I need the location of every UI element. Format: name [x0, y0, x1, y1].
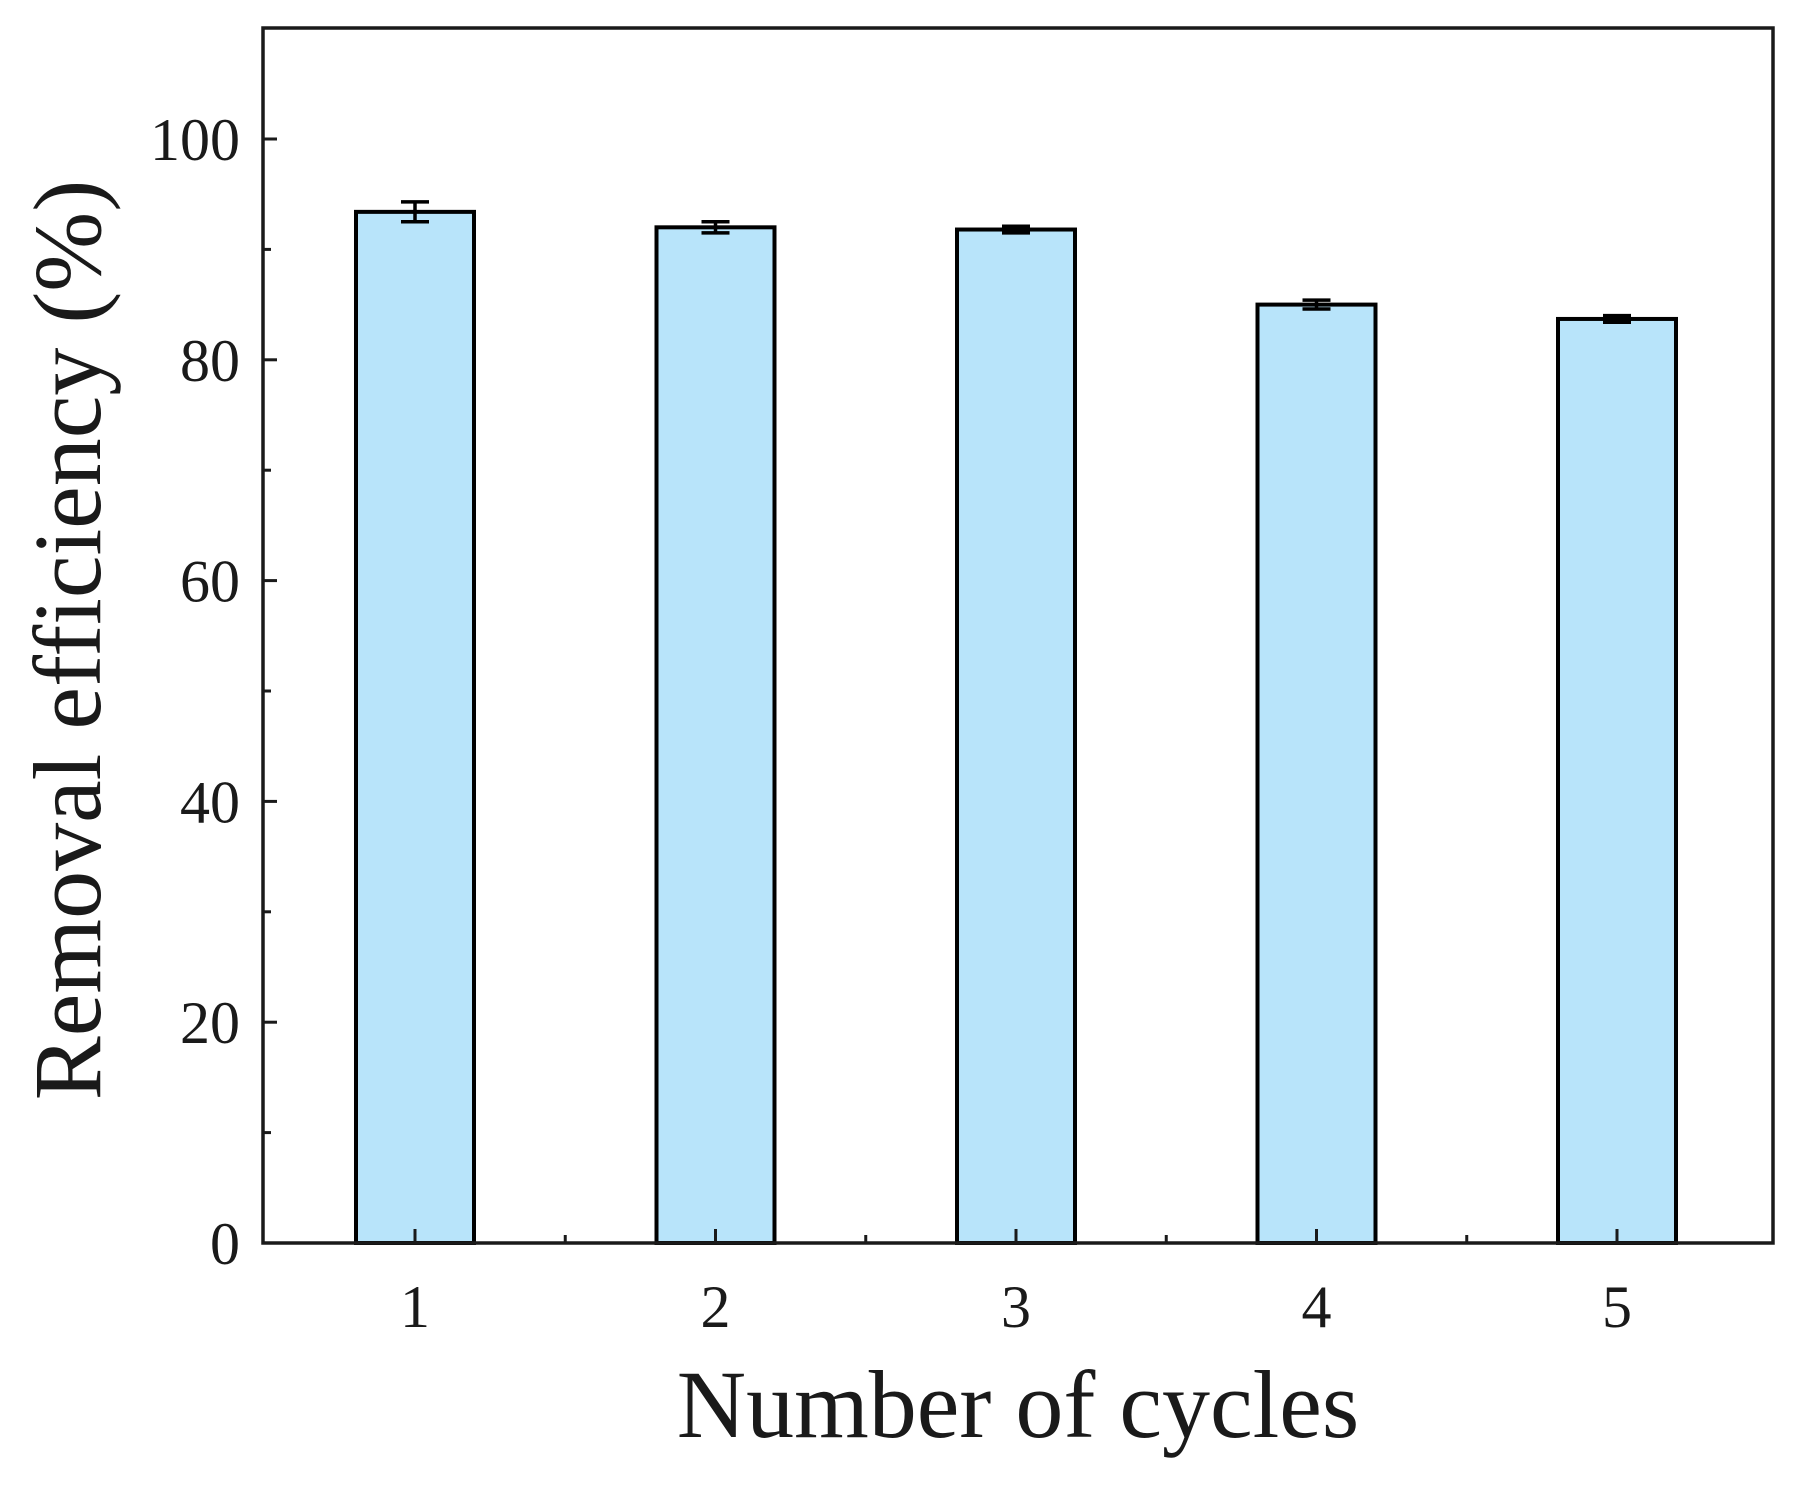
bar-4 [1255, 302, 1378, 1246]
y-tick-label-60: 60 [180, 549, 240, 615]
error-bar-2 [701, 220, 730, 235]
y-tick-label-80: 80 [180, 328, 240, 394]
y-tick-label-100: 100 [150, 107, 240, 173]
y-tick-label-20: 20 [180, 990, 240, 1056]
y-tick-label-0: 0 [210, 1211, 240, 1277]
x-axis-ticks: 1 2 3 4 5 [400, 1229, 1632, 1340]
bar-3 [955, 227, 1077, 1245]
bar-1 [354, 209, 476, 1245]
bar-2 [654, 225, 777, 1245]
bar-5 [1556, 316, 1678, 1245]
x-axis-title: Number of cycles [677, 1351, 1359, 1458]
x-tick-label-5: 5 [1602, 1274, 1632, 1340]
error-bar-1 [401, 200, 429, 224]
error-bars-group [401, 200, 1631, 325]
y-tick-label-40: 40 [180, 769, 240, 835]
error-bar-3 [1002, 224, 1030, 235]
error-bar-5 [1603, 313, 1631, 325]
x-tick-label-4: 4 [1302, 1274, 1332, 1340]
x-tick-label-3: 3 [1001, 1274, 1031, 1340]
y-axis-ticks: 0 20 40 60 80 100 [150, 107, 277, 1277]
x-tick-label-1: 1 [400, 1274, 430, 1340]
y-axis-title: Removal efficiency (%) [14, 180, 121, 1100]
plot-frame [261, 26, 1775, 1245]
error-bar-4 [1302, 298, 1331, 311]
bars-group [354, 209, 1678, 1246]
x-tick-label-2: 2 [701, 1274, 731, 1340]
